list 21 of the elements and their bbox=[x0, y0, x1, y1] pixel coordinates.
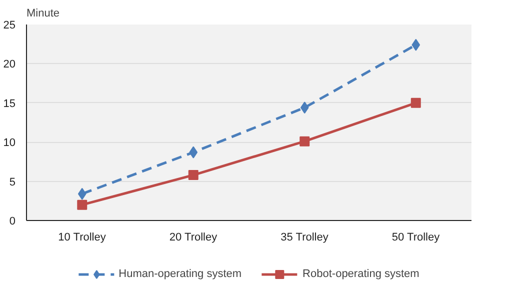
x-tick-label: 10 Trolley bbox=[58, 232, 106, 244]
y-tick-label: 5 bbox=[9, 176, 16, 188]
point bbox=[300, 136, 310, 146]
x-tick-label: 50 Trolley bbox=[392, 232, 440, 244]
y-tick-label: 0 bbox=[9, 216, 16, 228]
point bbox=[410, 98, 421, 108]
y-tick-label: 10 bbox=[3, 137, 16, 150]
point bbox=[189, 146, 198, 158]
point bbox=[412, 38, 420, 51]
legend-label: Human-operating system bbox=[118, 268, 242, 280]
x-tick-label: 35 Trolley bbox=[280, 232, 329, 244]
y-tick-label: 15 bbox=[3, 98, 16, 110]
y-tick-label: 20 bbox=[3, 58, 16, 71]
point bbox=[78, 188, 86, 200]
x-tick-label: 20 Trolley bbox=[169, 232, 218, 244]
y-axis-title: Minute bbox=[26, 8, 60, 20]
y-tick-label: 25 bbox=[3, 20, 16, 32]
point bbox=[77, 200, 88, 210]
point bbox=[300, 102, 309, 114]
legend-label: Robot-operating system bbox=[302, 268, 420, 280]
point bbox=[188, 170, 198, 180]
